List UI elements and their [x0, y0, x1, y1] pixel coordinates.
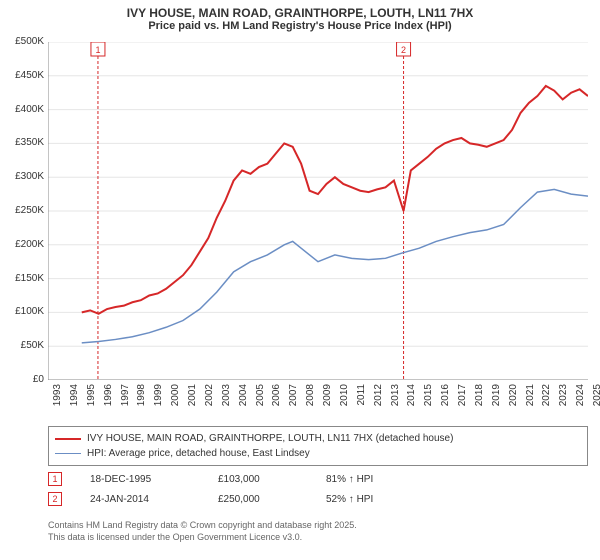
x-tick-label: 1998 — [136, 384, 147, 414]
legend-swatch — [55, 453, 81, 454]
marker-row: 1 18-DEC-1995 £103,000 81% ↑ HPI — [48, 472, 373, 486]
marker-date: 24-JAN-2014 — [90, 494, 190, 505]
x-tick-label: 1999 — [153, 384, 164, 414]
footer-line2: This data is licensed under the Open Gov… — [48, 532, 357, 544]
x-tick-label: 2009 — [322, 384, 333, 414]
y-tick-label: £0 — [4, 374, 44, 385]
x-tick-label: 2003 — [221, 384, 232, 414]
x-tick-label: 2012 — [373, 384, 384, 414]
x-tick-label: 2016 — [440, 384, 451, 414]
x-tick-label: 2006 — [271, 384, 282, 414]
x-tick-label: 2021 — [525, 384, 536, 414]
x-tick-label: 1997 — [120, 384, 131, 414]
x-tick-label: 1996 — [103, 384, 114, 414]
x-tick-label: 1995 — [86, 384, 97, 414]
line-chart: 12 — [48, 42, 588, 380]
marker-price: £250,000 — [218, 494, 298, 505]
y-tick-label: £100K — [4, 306, 44, 317]
x-tick-label: 2000 — [170, 384, 181, 414]
legend-item: HPI: Average price, detached house, East… — [55, 446, 581, 461]
x-tick-label: 2002 — [204, 384, 215, 414]
x-tick-label: 2023 — [558, 384, 569, 414]
footer-line1: Contains HM Land Registry data © Crown c… — [48, 520, 357, 532]
svg-text:2: 2 — [401, 45, 406, 55]
x-tick-label: 2011 — [356, 384, 367, 414]
legend-item: IVY HOUSE, MAIN ROAD, GRAINTHORPE, LOUTH… — [55, 431, 581, 446]
y-tick-label: £350K — [4, 137, 44, 148]
x-tick-label: 2008 — [305, 384, 316, 414]
marker-number-box: 1 — [48, 472, 62, 486]
x-tick-label: 2020 — [508, 384, 519, 414]
x-tick-label: 2005 — [255, 384, 266, 414]
x-tick-label: 2001 — [187, 384, 198, 414]
x-tick-label: 2019 — [491, 384, 502, 414]
legend: IVY HOUSE, MAIN ROAD, GRAINTHORPE, LOUTH… — [48, 426, 588, 466]
y-tick-label: £400K — [4, 104, 44, 115]
y-tick-label: £500K — [4, 36, 44, 47]
x-tick-label: 2014 — [406, 384, 417, 414]
chart-title: IVY HOUSE, MAIN ROAD, GRAINTHORPE, LOUTH… — [0, 0, 600, 20]
svg-text:1: 1 — [95, 45, 100, 55]
marker-price: £103,000 — [218, 474, 298, 485]
legend-label: IVY HOUSE, MAIN ROAD, GRAINTHORPE, LOUTH… — [87, 431, 453, 446]
x-tick-label: 1993 — [52, 384, 63, 414]
x-tick-label: 2025 — [592, 384, 600, 414]
marker-delta: 81% ↑ HPI — [326, 474, 373, 485]
y-tick-label: £150K — [4, 273, 44, 284]
marker-delta: 52% ↑ HPI — [326, 494, 373, 505]
x-tick-label: 2018 — [474, 384, 485, 414]
x-tick-label: 2022 — [541, 384, 552, 414]
marker-number-box: 2 — [48, 492, 62, 506]
x-tick-label: 2007 — [288, 384, 299, 414]
legend-swatch — [55, 438, 81, 440]
x-tick-label: 2017 — [457, 384, 468, 414]
y-tick-label: £450K — [4, 70, 44, 81]
x-tick-label: 2010 — [339, 384, 350, 414]
x-tick-label: 2015 — [423, 384, 434, 414]
footer-attribution: Contains HM Land Registry data © Crown c… — [48, 520, 357, 543]
legend-label: HPI: Average price, detached house, East… — [87, 446, 310, 461]
marker-row: 2 24-JAN-2014 £250,000 52% ↑ HPI — [48, 492, 373, 506]
x-tick-label: 2013 — [390, 384, 401, 414]
chart-subtitle: Price paid vs. HM Land Registry's House … — [0, 20, 600, 36]
y-tick-label: £250K — [4, 205, 44, 216]
y-tick-label: £300K — [4, 171, 44, 182]
marker-date: 18-DEC-1995 — [90, 474, 190, 485]
marker-table: 1 18-DEC-1995 £103,000 81% ↑ HPI 2 24-JAN-201… — [48, 472, 373, 512]
y-tick-label: £200K — [4, 239, 44, 250]
y-tick-label: £50K — [4, 340, 44, 351]
x-tick-label: 2024 — [575, 384, 586, 414]
x-tick-label: 2004 — [238, 384, 249, 414]
chart-container: IVY HOUSE, MAIN ROAD, GRAINTHORPE, LOUTH… — [0, 0, 600, 560]
x-tick-label: 1994 — [69, 384, 80, 414]
